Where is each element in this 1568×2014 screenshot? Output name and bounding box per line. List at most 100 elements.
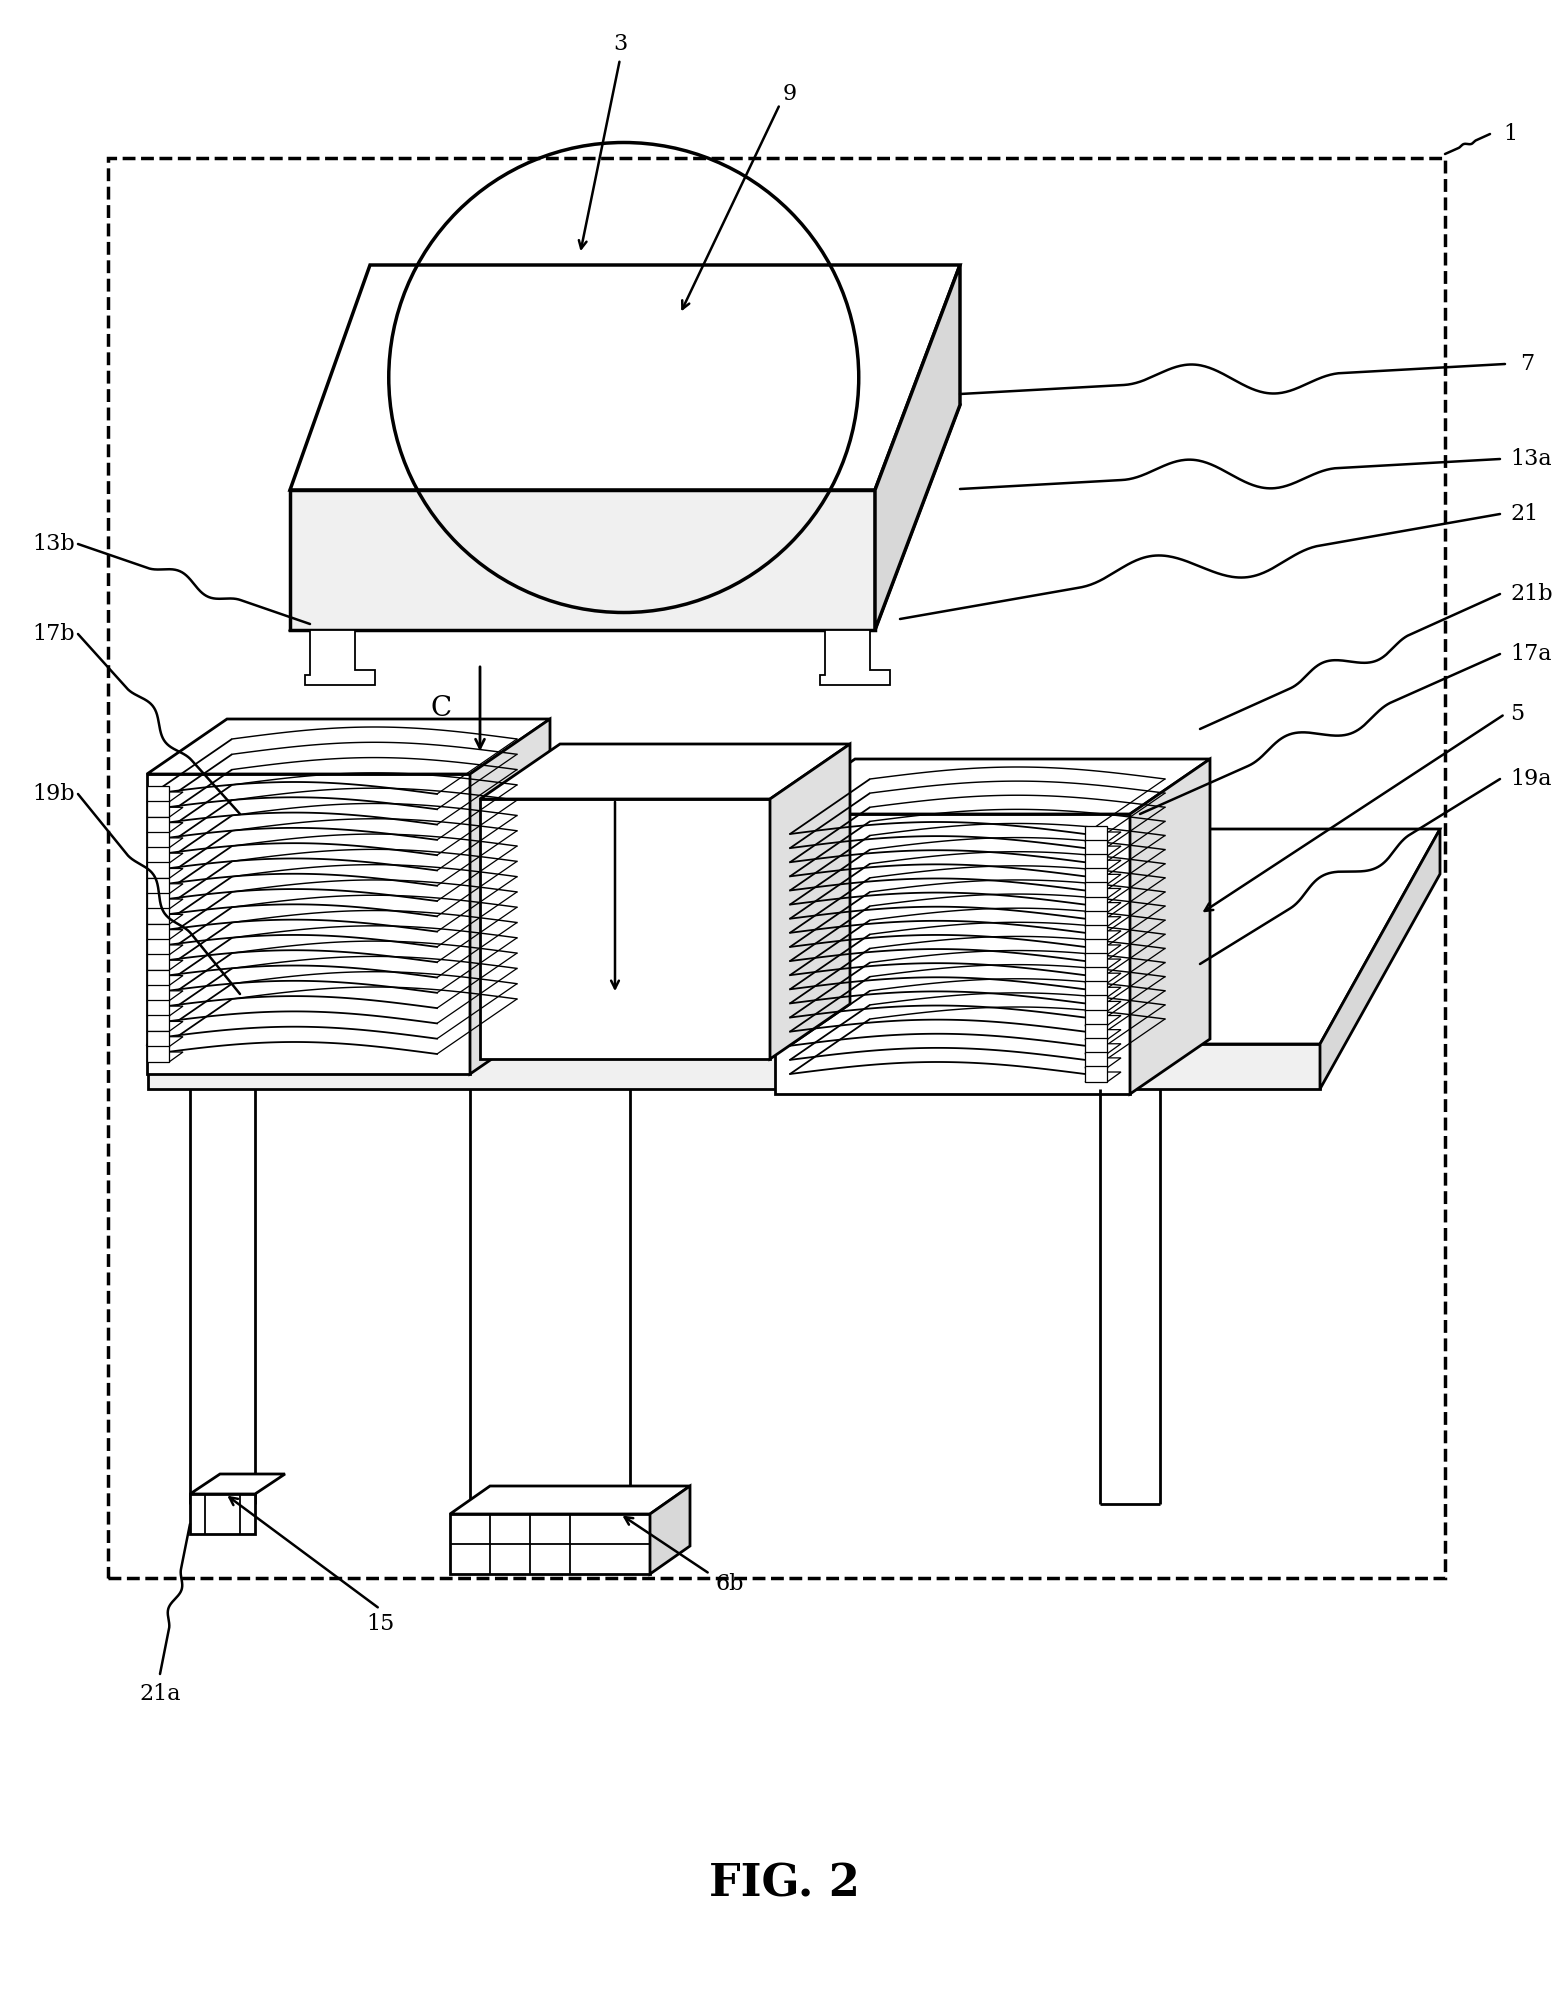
Polygon shape: [147, 773, 470, 1073]
Polygon shape: [1085, 1057, 1121, 1067]
Polygon shape: [147, 1043, 1320, 1090]
Polygon shape: [1085, 953, 1107, 969]
Polygon shape: [147, 961, 183, 971]
Polygon shape: [147, 816, 169, 832]
Polygon shape: [147, 1037, 183, 1047]
Polygon shape: [1085, 868, 1107, 884]
Text: 17a: 17a: [1510, 642, 1551, 665]
Text: 21: 21: [1510, 504, 1538, 526]
Polygon shape: [147, 862, 169, 878]
Polygon shape: [147, 719, 550, 773]
Polygon shape: [147, 1015, 169, 1031]
Polygon shape: [147, 892, 169, 908]
Polygon shape: [450, 1486, 690, 1515]
Polygon shape: [1085, 1023, 1107, 1039]
Polygon shape: [1085, 826, 1107, 842]
Polygon shape: [1085, 854, 1107, 870]
Polygon shape: [147, 830, 1439, 1043]
Polygon shape: [820, 630, 891, 685]
Polygon shape: [1085, 1015, 1121, 1025]
Polygon shape: [775, 814, 1131, 1094]
Polygon shape: [1085, 959, 1121, 969]
Polygon shape: [290, 266, 960, 489]
Text: 17b: 17b: [33, 622, 75, 644]
Polygon shape: [190, 1474, 285, 1494]
Polygon shape: [651, 1486, 690, 1575]
Polygon shape: [1085, 874, 1121, 884]
Text: 15: 15: [365, 1613, 394, 1635]
Polygon shape: [147, 802, 169, 818]
Text: 19a: 19a: [1510, 767, 1551, 789]
Polygon shape: [147, 832, 169, 848]
Polygon shape: [1085, 924, 1107, 941]
Text: 3: 3: [613, 32, 627, 54]
Polygon shape: [147, 878, 169, 894]
Polygon shape: [1085, 995, 1107, 1011]
Text: 21a: 21a: [140, 1684, 180, 1706]
Polygon shape: [1085, 930, 1121, 941]
Polygon shape: [1085, 987, 1121, 997]
Polygon shape: [1085, 1043, 1121, 1053]
Polygon shape: [147, 884, 183, 894]
Polygon shape: [147, 924, 169, 941]
Polygon shape: [1085, 1051, 1107, 1067]
Polygon shape: [147, 822, 183, 832]
Polygon shape: [147, 914, 183, 924]
Text: C: C: [431, 695, 452, 723]
Text: 9: 9: [782, 83, 797, 105]
Polygon shape: [1320, 830, 1439, 1090]
Polygon shape: [147, 955, 169, 971]
Text: 13a: 13a: [1510, 447, 1552, 469]
Polygon shape: [1085, 910, 1107, 926]
Text: 1: 1: [1504, 123, 1518, 145]
Text: 7: 7: [1519, 352, 1534, 375]
Text: 13b: 13b: [33, 534, 75, 556]
Polygon shape: [147, 792, 183, 802]
Polygon shape: [1085, 846, 1121, 856]
Polygon shape: [1085, 882, 1107, 898]
Polygon shape: [147, 1051, 183, 1061]
Polygon shape: [147, 908, 169, 924]
Polygon shape: [1085, 939, 1107, 955]
Polygon shape: [875, 266, 960, 630]
Polygon shape: [1131, 759, 1210, 1094]
Polygon shape: [147, 898, 183, 908]
Polygon shape: [290, 405, 960, 630]
Text: FIG. 2: FIG. 2: [709, 1863, 859, 1905]
Polygon shape: [1085, 1001, 1121, 1011]
Polygon shape: [770, 743, 850, 1059]
Polygon shape: [1085, 888, 1121, 898]
Polygon shape: [480, 800, 770, 1059]
Polygon shape: [147, 991, 183, 1001]
Polygon shape: [1085, 945, 1121, 955]
Polygon shape: [147, 1007, 183, 1017]
Polygon shape: [147, 969, 169, 985]
Polygon shape: [1085, 916, 1121, 926]
Polygon shape: [147, 848, 169, 864]
Polygon shape: [306, 630, 375, 685]
Polygon shape: [147, 1045, 169, 1061]
Text: 5: 5: [1510, 703, 1524, 725]
Polygon shape: [480, 743, 850, 800]
Polygon shape: [147, 854, 183, 864]
Polygon shape: [290, 489, 875, 630]
Polygon shape: [1085, 832, 1121, 842]
Bar: [108, 157, 1446, 1579]
Polygon shape: [1085, 973, 1121, 983]
Polygon shape: [147, 945, 183, 955]
Polygon shape: [190, 1494, 256, 1535]
Polygon shape: [1085, 1029, 1121, 1039]
Polygon shape: [1085, 981, 1107, 997]
Polygon shape: [1085, 860, 1121, 870]
Polygon shape: [1085, 1009, 1107, 1025]
Polygon shape: [147, 785, 169, 802]
Polygon shape: [1085, 1037, 1107, 1053]
Polygon shape: [147, 939, 169, 955]
Polygon shape: [147, 808, 183, 818]
Text: 21b: 21b: [1510, 582, 1552, 604]
Polygon shape: [450, 1515, 651, 1575]
Polygon shape: [147, 975, 183, 985]
Polygon shape: [1085, 1065, 1107, 1082]
Text: 6b: 6b: [715, 1573, 745, 1595]
Polygon shape: [1085, 967, 1107, 983]
